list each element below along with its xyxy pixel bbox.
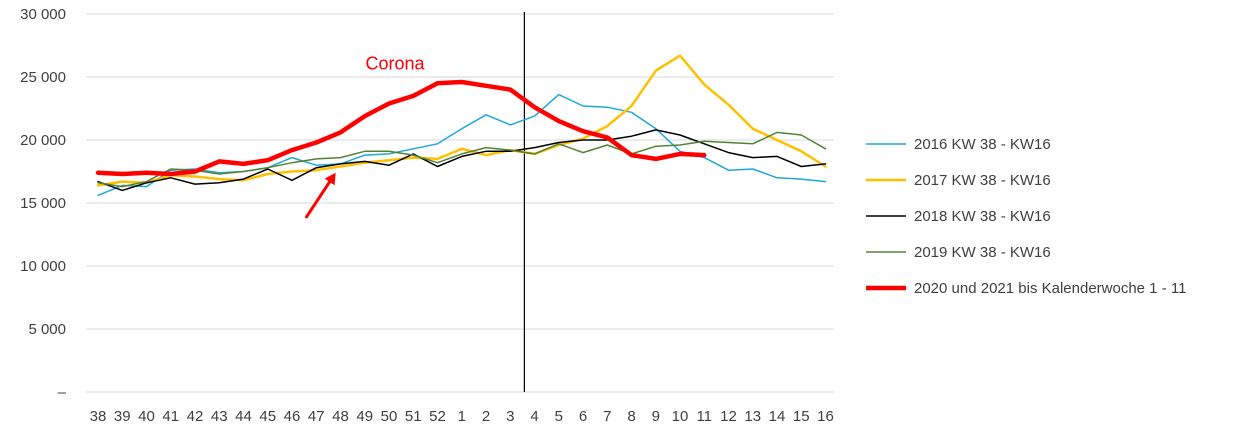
series-lines: [95, 54, 827, 197]
y-axis-tick-labels: – 5 000 10 000 15 000 20 000 25 000 30 000: [20, 6, 67, 401]
legend-label: 2019 KW 38 - KW16: [914, 244, 1051, 261]
legend-label: 2018 KW 38 - KW16: [914, 208, 1051, 225]
legend-item: 2020 und 2021 bis Kalenderwoche 1 - 11: [866, 280, 1186, 297]
x-tick-label: 45: [259, 408, 276, 425]
y-tick-label: 20 000: [20, 132, 66, 149]
legend-item: 2018 KW 38 - KW16: [866, 208, 1051, 225]
x-tick-label: 48: [332, 408, 349, 425]
legend-item: 2016 KW 38 - KW16: [866, 136, 1051, 153]
x-tick-label: 40: [138, 408, 155, 425]
x-tick-label: 2: [482, 408, 490, 425]
legend: 2016 KW 38 - KW16 2017 KW 38 - KW16 2018 K…: [866, 136, 1186, 297]
legend-item: 2019 KW 38 - KW16: [866, 244, 1051, 261]
x-tick-label: 47: [308, 408, 325, 425]
legend-label: 2016 KW 38 - KW16: [914, 136, 1051, 153]
y-tick-label: 15 000: [20, 195, 66, 212]
x-tick-label: 14: [769, 408, 786, 425]
y-tick-label: 30 000: [20, 6, 66, 23]
corona-annotation: Corona: [365, 53, 425, 73]
x-tick-label: 38: [90, 408, 107, 425]
x-tick-label: 52: [429, 408, 446, 425]
x-tick-label: 51: [405, 408, 422, 425]
y-tick-label: 25 000: [20, 69, 66, 86]
x-tick-label: 11: [696, 408, 712, 425]
x-tick-label: 41: [162, 408, 179, 425]
y-tick-label: 10 000: [20, 258, 66, 275]
x-tick-label: 13: [744, 408, 761, 425]
series-line-3: [97, 129, 827, 192]
series-line-1: [97, 93, 827, 197]
y-tick-label: 5 000: [28, 321, 66, 338]
x-tick-label: 9: [652, 408, 660, 425]
legend-item: 2017 KW 38 - KW16: [866, 172, 1051, 189]
x-tick-label: 10: [672, 408, 689, 425]
x-tick-label: 42: [187, 408, 204, 425]
series-line-2: [96, 54, 827, 187]
series-line-5: [95, 79, 707, 177]
red-arrow-icon: [305, 172, 336, 219]
x-tick-label: 46: [284, 408, 301, 425]
x-tick-label: 39: [114, 408, 131, 425]
x-tick-label: 4: [530, 408, 538, 425]
x-tick-label: 5: [555, 408, 563, 425]
x-tick-label: 44: [235, 408, 252, 425]
legend-label: 2020 und 2021 bis Kalenderwoche 1 - 11: [914, 280, 1186, 297]
x-tick-label: 8: [627, 408, 635, 425]
x-tick-label: 3: [506, 408, 514, 425]
series-line-4: [97, 131, 827, 188]
x-tick-label: 7: [603, 408, 611, 425]
y-tick-label: –: [58, 384, 67, 401]
arrow-shaft: [305, 180, 332, 219]
x-tick-label: 49: [356, 408, 373, 425]
x-tick-label: 43: [211, 408, 228, 425]
legend-label: 2017 KW 38 - KW16: [914, 172, 1051, 189]
x-tick-label: 6: [579, 408, 587, 425]
x-tick-label: 15: [793, 408, 810, 425]
x-tick-label: 50: [381, 408, 398, 425]
x-tick-label: 1: [458, 408, 466, 425]
x-tick-label: 16: [817, 408, 834, 425]
x-tick-label: 12: [720, 408, 737, 425]
arrow-head: [324, 172, 336, 186]
gridlines: [86, 13, 834, 393]
x-axis-tick-labels: 38 39 40 41 42 43 44 45 46 47 48 49 50 51 52 1 2 3 4 5 6 7 8 9 1…: [90, 408, 834, 425]
